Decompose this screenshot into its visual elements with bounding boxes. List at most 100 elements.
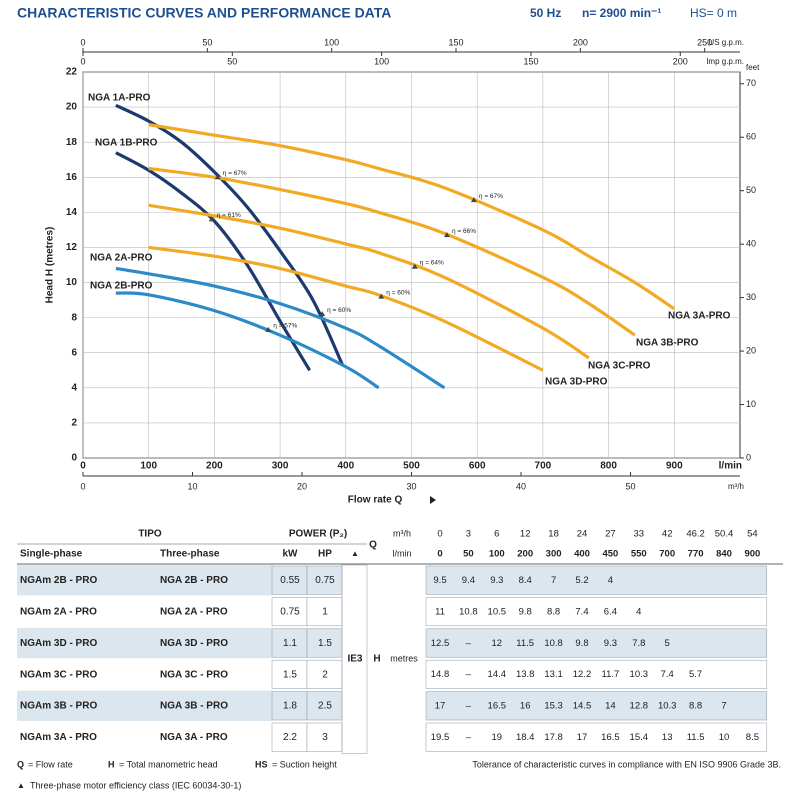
q-header: 12	[520, 529, 531, 540]
cell-text: 5.7	[689, 669, 702, 680]
cell	[271, 565, 308, 595]
y-tick-label: 22	[66, 67, 78, 78]
secondary-unit: US g.p.m.	[708, 38, 744, 47]
cell-text: 18.4	[516, 732, 535, 743]
y-tick-label: 2	[71, 418, 77, 429]
secondary-tick-label: 100	[374, 56, 389, 66]
x-unit: l/min	[719, 461, 742, 472]
cell-text: IE3	[347, 654, 362, 665]
x-tick-label: 800	[600, 461, 617, 472]
cell-text: NGA 3C - PRO	[160, 669, 228, 680]
efficiency-label: η = 67%	[479, 193, 503, 200]
efficiency-label: η = 60%	[386, 289, 410, 296]
efficiency-label: η = 64%	[420, 259, 444, 266]
cell	[306, 597, 343, 627]
secondary-tick-label: 150	[448, 37, 463, 47]
secondary-tick-label: 70	[746, 78, 756, 88]
cell	[271, 659, 308, 689]
x-tick-label: 700	[535, 461, 552, 472]
cell-text: 16.5	[601, 732, 620, 743]
q-header: 3	[466, 529, 471, 540]
cell-text: 1.5	[283, 669, 297, 680]
cell	[271, 597, 308, 627]
series-label: NGA 1B-PRO	[95, 138, 158, 149]
y-tick-label: 12	[66, 242, 78, 253]
secondary-tick-label: 0	[80, 37, 85, 47]
q-header: 46.2	[686, 529, 705, 540]
cell	[271, 722, 308, 752]
y-tick-label: 20	[66, 102, 78, 113]
cell-text: 17.8	[544, 732, 563, 743]
cell-text: 13.1	[544, 669, 563, 680]
cell-text: 8.8	[547, 606, 560, 617]
curve	[148, 166, 636, 337]
secondary-tick-label: 0	[80, 56, 85, 66]
cell	[271, 691, 308, 721]
table-header: Three-phase	[160, 549, 220, 560]
cell-text: 9.3	[604, 638, 617, 649]
secondary-tick-label: 50	[746, 185, 756, 195]
efficiency-marker	[411, 263, 418, 269]
cell-text: NGAm 3B - PRO	[20, 701, 97, 712]
cell-text: 8.8	[689, 701, 702, 712]
cell	[306, 628, 343, 658]
secondary-unit: feet	[746, 63, 760, 72]
efficiency-label: η = 60%	[327, 307, 351, 314]
cell-text: 0.75	[280, 607, 300, 618]
cell-text: 7.8	[632, 638, 645, 649]
secondary-tick-label: 0	[80, 481, 85, 491]
cell-text: 7	[551, 575, 556, 586]
cell-text: 10.3	[630, 669, 649, 680]
curve	[115, 291, 380, 390]
y-tick-label: 10	[66, 277, 78, 288]
efficiency-label: η = 66%	[452, 228, 476, 235]
table-header: Q	[369, 540, 377, 551]
cell	[306, 565, 343, 595]
cell-text: 10	[719, 732, 730, 743]
cell-text: 11.7	[602, 669, 620, 680]
cell-text: 9.8	[575, 638, 588, 649]
cell-text: 8.5	[746, 732, 759, 743]
cell-text: 19.5	[431, 732, 450, 743]
cell-band	[425, 659, 768, 689]
cell-text: 15.4	[630, 732, 649, 743]
page-title: CHARACTERISTIC CURVES AND PERFORMANCE DA…	[17, 5, 391, 21]
secondary-tick-label: 200	[573, 37, 588, 47]
cell-text: NGAm 2B - PRO	[20, 575, 97, 586]
footer-key: Q	[17, 759, 24, 769]
cell-text: 13	[662, 732, 673, 743]
secondary-tick-label: 10	[187, 481, 197, 491]
table-header: l/min	[392, 548, 411, 558]
x-tick-label: 200	[206, 461, 223, 472]
cell-band	[425, 628, 768, 658]
cell-text: –	[466, 732, 472, 743]
cell-band	[425, 565, 768, 595]
secondary-tick-label: 250	[697, 37, 712, 47]
row-bg	[17, 627, 272, 659]
cell-text: –	[466, 701, 472, 712]
secondary-tick-label: 50	[202, 37, 212, 47]
row-bg	[17, 722, 272, 753]
cell-text: –	[466, 669, 472, 680]
secondary-tick-label: 50	[625, 481, 635, 491]
cell-text: NGAm 3D - PRO	[20, 638, 97, 649]
cell-text: 7	[721, 701, 726, 712]
cell-text: 4	[608, 575, 613, 586]
efficiency-label: η = 67%	[223, 170, 247, 177]
cell-text: 7.4	[575, 606, 588, 617]
cell-text: 5	[665, 638, 670, 649]
cell-text: 17	[577, 732, 588, 743]
cell-text: 9.8	[519, 606, 532, 617]
cell-band	[425, 691, 768, 721]
cell-text: 2	[322, 669, 328, 680]
series-label: NGA 3B-PRO	[636, 338, 699, 349]
curve	[115, 103, 344, 366]
efficiency-marker	[208, 216, 215, 222]
cell-text: 14	[605, 701, 616, 712]
efficiency-marker	[378, 293, 385, 299]
cell-text: NGA 3B - PRO	[160, 701, 228, 712]
cell-text: 12	[492, 638, 503, 649]
cell-band	[425, 722, 768, 752]
q-header: 0	[437, 549, 442, 560]
